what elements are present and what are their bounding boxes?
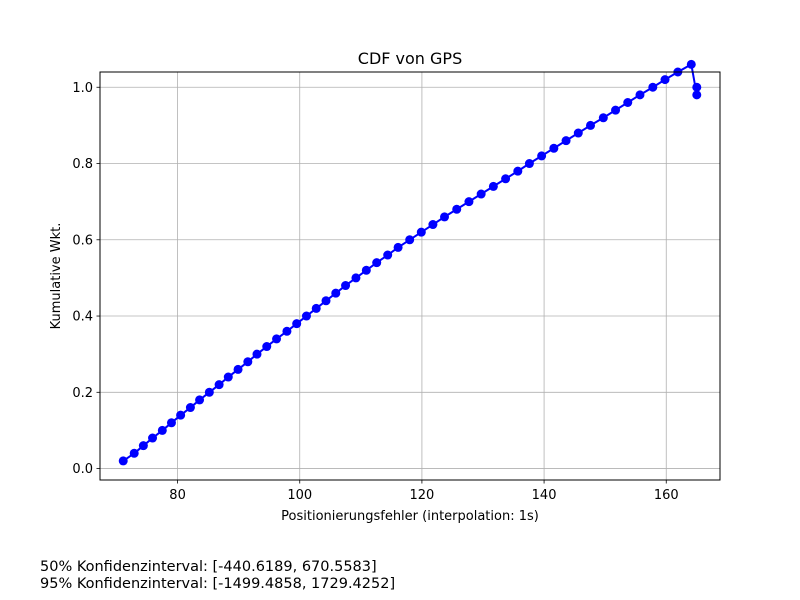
data-point bbox=[301, 311, 311, 321]
data-point bbox=[282, 326, 292, 336]
data-point bbox=[464, 197, 474, 207]
data-point bbox=[311, 303, 321, 313]
x-tick-label: 100 bbox=[287, 488, 312, 503]
x-axis-label: Positionierungsfehler (interpolation: 1s… bbox=[281, 509, 539, 524]
data-point bbox=[118, 456, 128, 466]
data-point bbox=[383, 250, 393, 260]
data-point bbox=[501, 174, 511, 184]
data-point bbox=[476, 189, 486, 199]
data-point bbox=[351, 273, 361, 283]
confidence-interval-50: 50% Konfidenzinterval: [-440.6189, 670.5… bbox=[40, 559, 377, 575]
data-point bbox=[692, 90, 702, 100]
data-point bbox=[416, 227, 426, 237]
data-point bbox=[341, 281, 351, 291]
data-point bbox=[372, 258, 382, 268]
data-point bbox=[573, 128, 583, 138]
data-point bbox=[524, 159, 534, 169]
data-point bbox=[586, 120, 596, 130]
data-point bbox=[361, 265, 371, 275]
data-point bbox=[148, 433, 158, 443]
cdf-chart: 80 100 120 140 160 0.0 0.2 0.4 0.6 0.8 1.0 CDF vo… bbox=[49, 49, 721, 524]
data-point bbox=[692, 82, 702, 92]
data-point bbox=[331, 288, 341, 298]
data-point bbox=[623, 98, 633, 108]
data-point bbox=[537, 151, 547, 161]
data-point bbox=[428, 220, 438, 230]
data-point bbox=[513, 166, 523, 176]
data-point bbox=[321, 296, 331, 306]
data-point bbox=[598, 113, 608, 123]
data-series bbox=[118, 59, 702, 466]
data-point bbox=[214, 380, 224, 390]
data-point bbox=[129, 448, 139, 458]
data-point bbox=[243, 357, 253, 367]
x-tick-label: 140 bbox=[532, 488, 557, 503]
data-point bbox=[262, 342, 272, 352]
chart-title: CDF von GPS bbox=[358, 49, 462, 68]
data-point bbox=[223, 372, 233, 382]
data-point bbox=[611, 105, 621, 115]
confidence-interval-95: 95% Konfidenzinterval: [-1499.4858, 1729… bbox=[40, 576, 396, 592]
data-point bbox=[452, 204, 462, 214]
x-tick-label: 120 bbox=[409, 488, 434, 503]
data-point bbox=[440, 212, 450, 222]
data-point bbox=[157, 425, 167, 435]
y-axis-ticks: 0.0 0.2 0.4 0.6 0.8 1.0 bbox=[72, 81, 100, 477]
y-tick-label: 0.0 bbox=[72, 462, 93, 477]
data-point bbox=[393, 242, 403, 252]
y-axis-label: Kumulative Wkt. bbox=[49, 223, 64, 330]
data-point bbox=[272, 334, 282, 344]
y-tick-label: 0.2 bbox=[72, 386, 93, 401]
data-point bbox=[686, 59, 696, 69]
data-point bbox=[166, 418, 176, 428]
data-point bbox=[561, 136, 571, 146]
y-tick-label: 0.6 bbox=[72, 233, 93, 248]
data-point bbox=[138, 441, 148, 451]
data-point bbox=[405, 235, 415, 245]
data-point bbox=[660, 75, 670, 85]
data-point bbox=[204, 387, 214, 397]
plot-frame bbox=[99, 71, 721, 481]
data-point bbox=[195, 395, 205, 405]
y-tick-label: 1.0 bbox=[72, 81, 93, 96]
x-axis-ticks: 80 100 120 140 160 bbox=[169, 480, 679, 503]
data-point bbox=[292, 319, 302, 329]
data-point bbox=[635, 90, 645, 100]
y-tick-label: 0.4 bbox=[72, 310, 93, 325]
data-point bbox=[233, 364, 243, 374]
data-point bbox=[185, 403, 195, 413]
data-point bbox=[176, 410, 186, 420]
data-point bbox=[488, 181, 498, 191]
y-tick-label: 0.8 bbox=[72, 157, 93, 172]
x-tick-label: 80 bbox=[169, 488, 186, 503]
data-point bbox=[648, 82, 658, 92]
data-point bbox=[252, 349, 262, 359]
data-point bbox=[549, 143, 559, 153]
x-tick-label: 160 bbox=[654, 488, 679, 503]
